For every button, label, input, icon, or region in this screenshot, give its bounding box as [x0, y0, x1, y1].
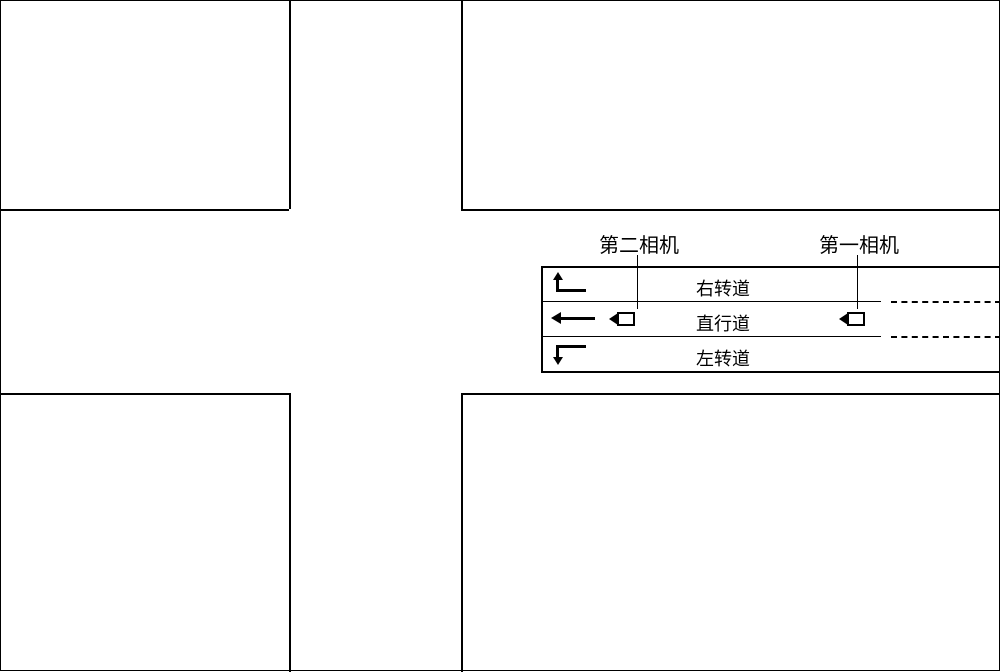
- lane-divider: [541, 301, 881, 302]
- road-edge: [289, 1, 291, 209]
- road-edge: [461, 393, 463, 672]
- lane-box-top: [541, 266, 1000, 268]
- lane-label-straight: 直行道: [696, 310, 750, 336]
- leader-line: [637, 255, 638, 309]
- diagram-canvas: 右转道 直行道 左转道 第二相机 第一相机: [0, 0, 1000, 671]
- stop-line: [541, 266, 543, 373]
- lane-divider-dashed: [891, 301, 1000, 303]
- leader-line: [857, 255, 858, 309]
- road-edge: [461, 1, 463, 209]
- lane-label-left-turn: 左转道: [696, 345, 750, 371]
- road-edge: [461, 209, 1000, 211]
- road-edge: [461, 393, 1000, 395]
- lane-divider-dashed: [891, 336, 1000, 338]
- camera2-label: 第二相机: [599, 229, 679, 258]
- road-edge: [1, 393, 289, 395]
- lane-box-bottom: [541, 371, 1000, 373]
- camera1-label: 第一相机: [819, 229, 899, 258]
- lane-divider: [541, 336, 881, 337]
- camera-icon: [609, 310, 635, 328]
- lane-label-right-turn: 右转道: [696, 275, 750, 301]
- road-edge: [1, 209, 289, 211]
- road-edge: [289, 393, 291, 672]
- camera-icon: [839, 310, 865, 328]
